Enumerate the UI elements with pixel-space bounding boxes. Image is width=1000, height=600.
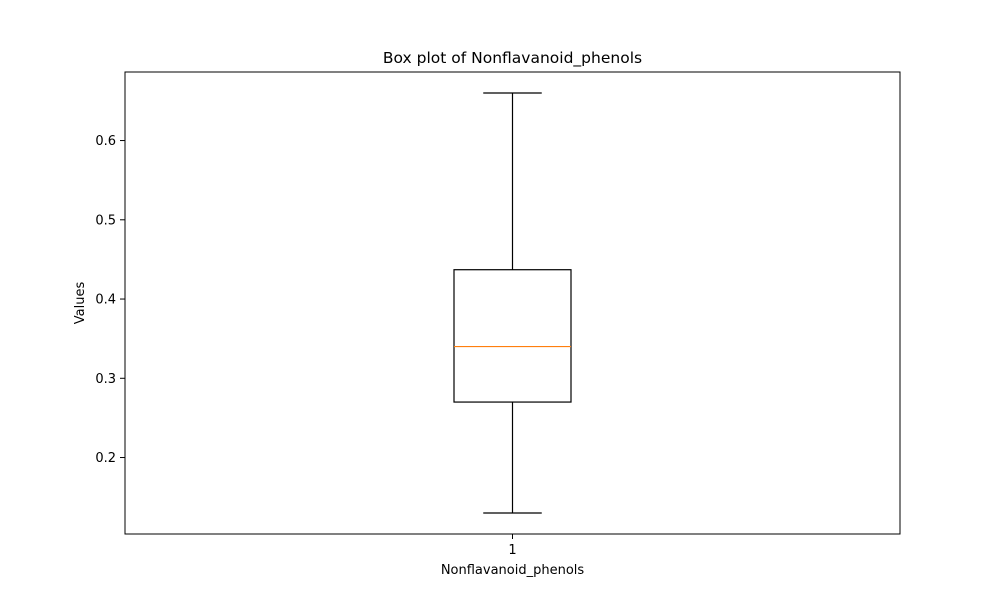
y-tick-label: 0.6	[95, 134, 116, 149]
interquartile-box	[453, 269, 572, 403]
box-plot-series	[453, 92, 572, 514]
x-axis: 1	[508, 534, 517, 558]
chart-title: Box plot of Nonflavanoid_phenols	[383, 49, 642, 68]
y-tick-label: 0.5	[95, 213, 116, 228]
y-tick-label: 0.3	[95, 372, 116, 387]
y-axis: 0.2 0.3 0.4 0.5 0.6	[95, 134, 125, 466]
x-tick-label: 1	[508, 543, 516, 558]
y-tick-label: 0.4	[95, 293, 116, 308]
y-tick-label: 0.2	[95, 451, 116, 466]
y-axis-label: Values	[73, 282, 88, 325]
x-axis-label: Nonflavanoid_phenols	[441, 563, 585, 578]
